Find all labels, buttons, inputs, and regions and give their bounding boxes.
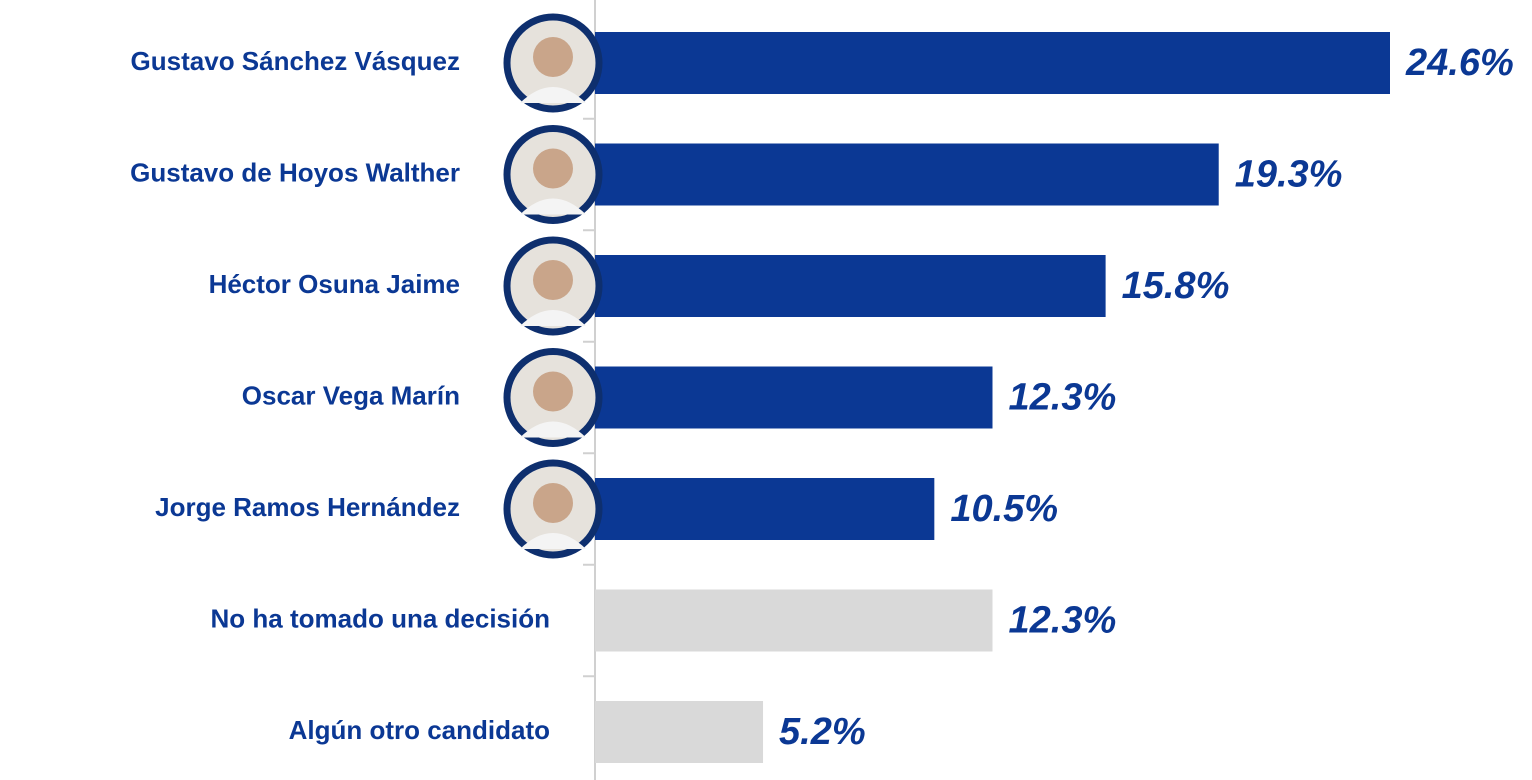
bar [595,144,1219,206]
bar [595,32,1390,94]
value-label: 5.2% [779,711,866,753]
value-label: 15.8% [1122,265,1230,307]
photo-head [533,483,573,523]
bar [595,478,934,540]
bar [595,255,1106,317]
category-label: Héctor Osuna Jaime [209,269,460,299]
category-label: Gustavo Sánchez Vásquez [131,46,460,76]
category-label: Algún otro candidato [289,715,550,745]
bar [595,367,993,429]
value-label: 19.3% [1235,154,1343,196]
category-label: Gustavo de Hoyos Walther [130,157,460,187]
category-label: No ha tomado una decisión [211,603,550,633]
photo-head [533,372,573,412]
bar [595,590,993,652]
value-label: 12.3% [1009,600,1117,642]
value-label: 10.5% [950,488,1058,530]
photo-head [533,260,573,300]
photo-head [533,149,573,189]
bar [595,701,763,763]
category-label: Oscar Vega Marín [242,380,460,410]
value-label: 12.3% [1009,377,1117,419]
chart: 24.6% Gustavo Sánchez Vásquez 19.3% Gustavo… [0,0,1532,780]
value-label: 24.6% [1405,42,1514,84]
photo-head [533,37,573,77]
category-label: Jorge Ramos Hernández [155,492,460,522]
